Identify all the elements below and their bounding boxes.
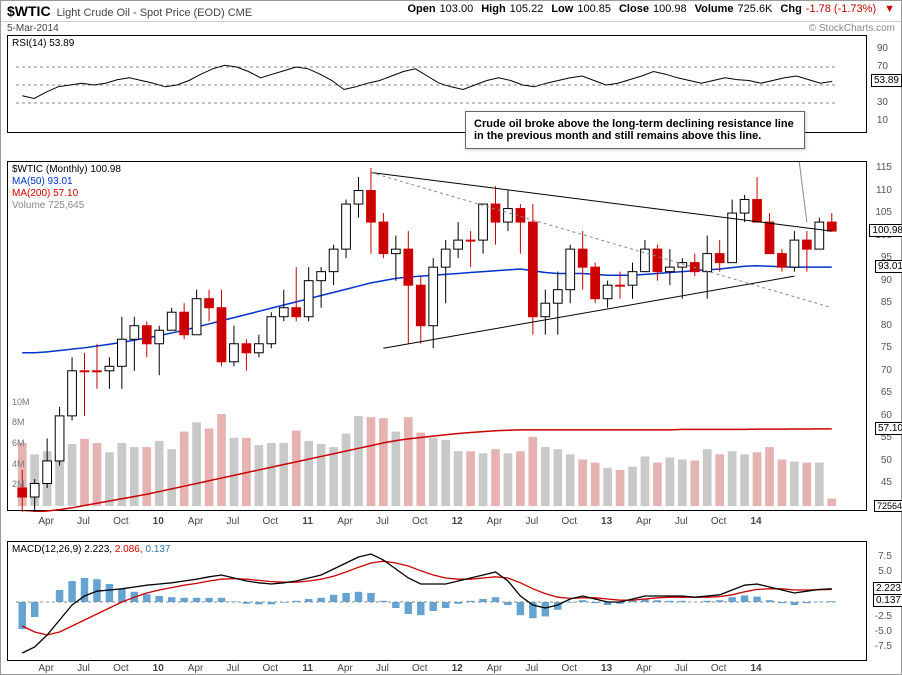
chart-date: 5-Mar-2014 bbox=[7, 23, 59, 34]
chart-header: $WTIC Light Crude Oil - Spot Price (EOD)… bbox=[1, 1, 901, 22]
chart-subtitle: Light Crude Oil - Spot Price (EOD) CME bbox=[57, 7, 253, 19]
price-panel: $WTIC (Monthly) 100.98 MA(50) 93.01 MA(2… bbox=[7, 161, 867, 511]
ohlc-readout: Open103.00 High105.22 Low100.85 Close100… bbox=[407, 3, 895, 19]
macd-plot bbox=[8, 542, 868, 662]
ticker-symbol: $WTIC bbox=[7, 3, 51, 19]
price-plot bbox=[8, 162, 868, 512]
attribution: © StockCharts.com bbox=[809, 23, 895, 34]
macd-panel: MACD(12,26,9) 2.223, 2.086, 0.137 -7.5-5… bbox=[7, 541, 867, 661]
stock-chart-container: $WTIC Light Crude Oil - Spot Price (EOD)… bbox=[0, 0, 902, 675]
date-line: 5-Mar-2014 © StockCharts.com bbox=[1, 22, 901, 35]
annotation-callout: Crude oil broke above the long-term decl… bbox=[465, 111, 805, 149]
